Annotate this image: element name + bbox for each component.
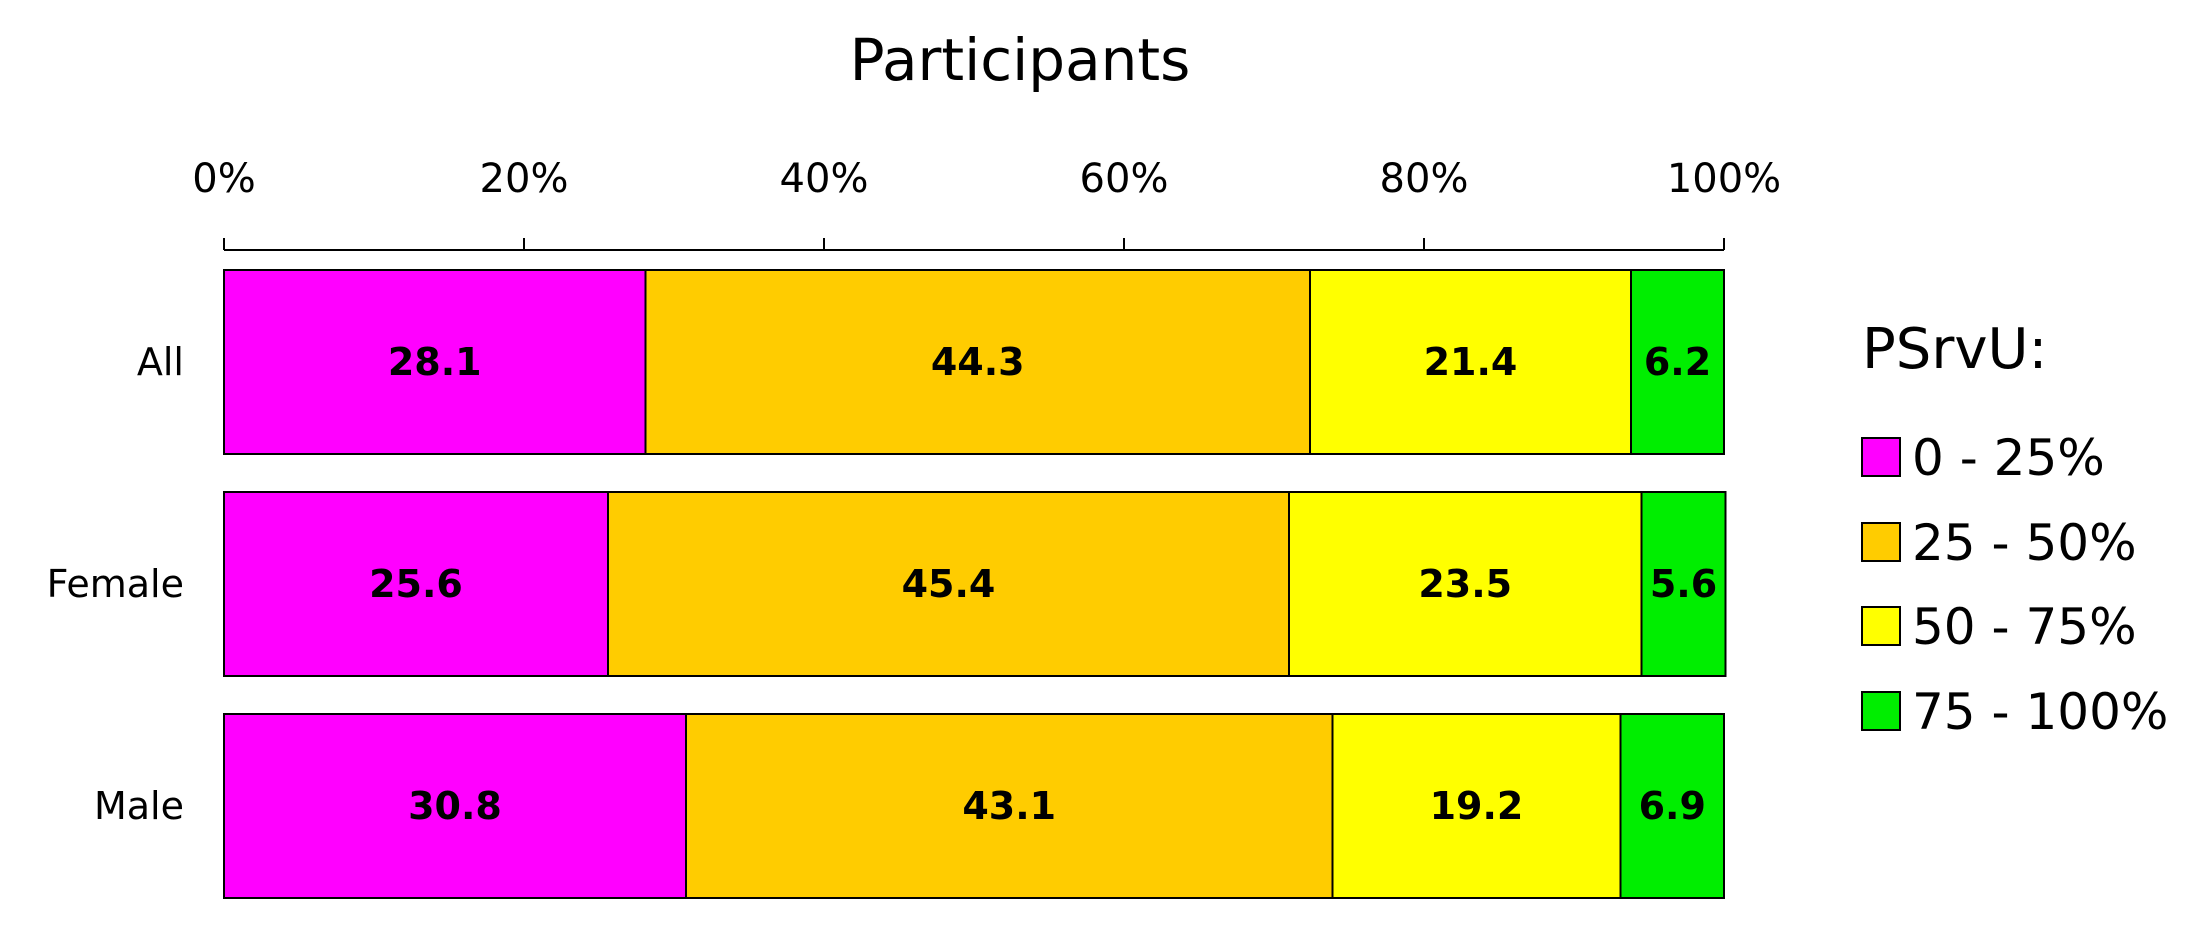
bar-segment [1630,269,1725,455]
data-label: 6.2 [1644,340,1711,384]
category-label: Male [94,784,184,828]
category-label: All [137,340,184,384]
bar-segment [644,269,1311,455]
legend-label: 75 - 100% [1912,683,2168,741]
legend-label: 50 - 75% [1912,598,2137,656]
bar-segment [685,713,1334,899]
x-tick-label: 0% [192,156,255,202]
bars: 28.1 44.3 21.4 6.2 25.6 45.4 23.5 5.6 30.8 43.1 19… [223,269,1727,899]
legend-label: 25 - 50% [1912,514,2137,572]
chart-title: Participants [850,26,1191,94]
data-label: 43.1 [962,784,1056,828]
legend-swatch [1861,606,1901,646]
data-label: 25.6 [369,562,463,606]
bar-segment [1309,269,1632,455]
x-tick-label: 60% [1080,156,1169,202]
x-tick-label: 100% [1667,156,1781,202]
bar-segment [223,491,609,677]
bar-segment [223,269,647,455]
bar-segment [1640,491,1727,677]
bar-segment [223,713,687,899]
data-label: 19.2 [1430,784,1524,828]
category-label: Female [47,562,184,606]
data-label: 6.9 [1639,784,1706,828]
data-label: 21.4 [1424,340,1518,384]
x-tick-label: 40% [780,156,869,202]
data-label: 45.4 [902,562,996,606]
legend-swatch [1861,691,1901,731]
x-tick-label: 20% [480,156,569,202]
legend-title: PSrvU: [1862,317,2047,382]
data-label: 28.1 [388,340,482,384]
legend-label: 0 - 25% [1912,429,2105,487]
bar-segment [1288,491,1643,677]
data-label: 23.5 [1418,562,1512,606]
bar-segment [1331,713,1622,899]
x-axis: 0% 20% 40% 60% 80% 100% [192,156,1781,251]
legend: PSrvU: 0 - 25% 25 - 50% 50 - 75% 75 - 100% [1861,317,2168,741]
data-label: 30.8 [408,784,502,828]
data-label: 5.6 [1650,562,1717,606]
bar-segment [607,491,1290,677]
bar-segment [1619,713,1725,899]
data-label: 44.3 [931,340,1025,384]
category-labels: All Female Male [47,340,184,828]
legend-swatch [1861,522,1901,562]
x-tick-label: 80% [1380,156,1469,202]
legend-swatch [1861,437,1901,477]
